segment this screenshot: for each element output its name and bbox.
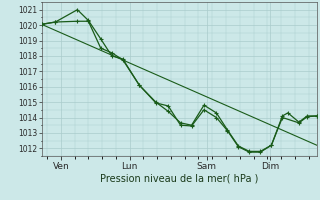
X-axis label: Pression niveau de la mer( hPa ): Pression niveau de la mer( hPa ) bbox=[100, 173, 258, 183]
